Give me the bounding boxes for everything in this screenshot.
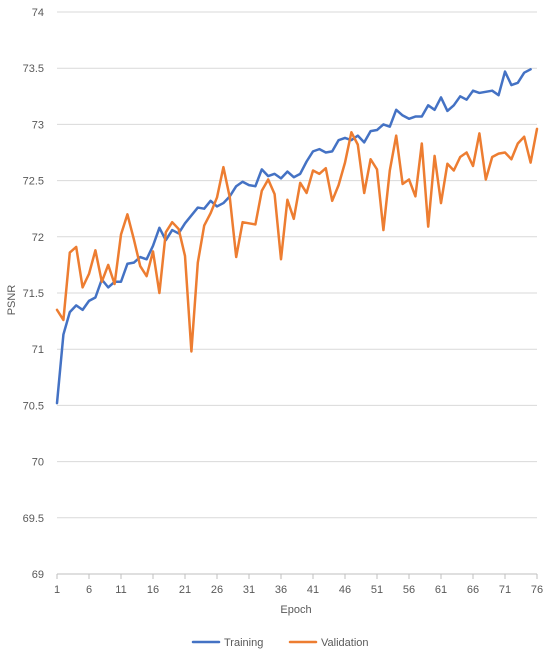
y-tick-labels: 69 69.5 70 70.5 71 71.5 72 72.5 73 73.5 74 bbox=[23, 7, 44, 581]
x-tick-label: 66 bbox=[467, 584, 479, 596]
x-tick-label: 16 bbox=[147, 584, 159, 596]
x-tick-label: 31 bbox=[243, 584, 255, 596]
x-tick-label: 21 bbox=[179, 584, 191, 596]
y-tick-label: 72.5 bbox=[23, 176, 44, 188]
y-tick-label: 73 bbox=[32, 119, 44, 131]
legend-label: Training bbox=[224, 637, 263, 649]
x-tick-label: 36 bbox=[275, 584, 287, 596]
x-tick-label: 6 bbox=[86, 584, 92, 596]
axes bbox=[56, 573, 538, 579]
x-tick-label: 76 bbox=[531, 584, 543, 596]
x-tick-label: 41 bbox=[307, 584, 319, 596]
x-tick-label: 1 bbox=[54, 584, 60, 596]
validation-line bbox=[55, 127, 539, 353]
legend-item-validation: Validation bbox=[288, 637, 369, 649]
y-tick-label: 71.5 bbox=[23, 288, 44, 300]
y-tick-label: 73.5 bbox=[23, 63, 44, 75]
x-tick-labels: 1 6 11 16 21 26 31 36 41 46 51 56 61 66 71 76 bbox=[54, 584, 543, 596]
x-tick-label: 61 bbox=[435, 584, 447, 596]
gridlines bbox=[57, 11, 537, 519]
x-axis-title: Epoch bbox=[280, 604, 311, 616]
x-tick-label: 56 bbox=[403, 584, 415, 596]
y-tick-label: 69.5 bbox=[23, 513, 44, 525]
x-tick-label: 51 bbox=[371, 584, 383, 596]
y-tick-label: 74 bbox=[32, 7, 44, 19]
y-tick-label: 72 bbox=[32, 232, 44, 244]
legend: Training Validation bbox=[191, 637, 369, 649]
legend-item-training: Training bbox=[191, 637, 263, 649]
y-tick-label: 70 bbox=[32, 457, 44, 469]
x-tick-label: 71 bbox=[499, 584, 511, 596]
training-line bbox=[55, 68, 532, 405]
legend-label: Validation bbox=[321, 637, 369, 649]
y-tick-label: 69 bbox=[32, 569, 44, 581]
series-lines bbox=[55, 68, 539, 405]
y-axis-title: PSNR bbox=[6, 285, 18, 316]
y-tick-label: 71 bbox=[32, 344, 44, 356]
x-tick-label: 46 bbox=[339, 584, 351, 596]
x-tick-label: 26 bbox=[211, 584, 223, 596]
x-tick-label: 11 bbox=[115, 584, 126, 596]
y-tick-label: 70.5 bbox=[23, 400, 44, 412]
